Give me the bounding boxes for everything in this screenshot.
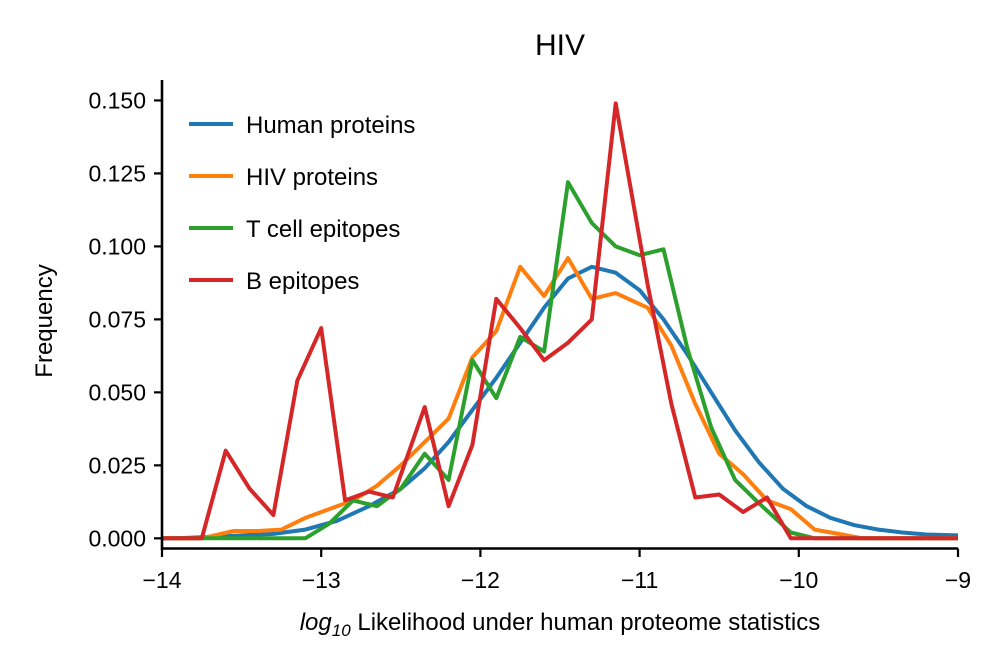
legend-label: T cell epitopes	[246, 216, 400, 243]
x-axis-label-subscript: 10	[332, 621, 351, 640]
series-line-2	[162, 256, 958, 541]
y-tick-label: 0.025	[88, 452, 146, 478]
legend-label: Human proteins	[246, 112, 415, 139]
chart-title: HIV	[535, 29, 585, 62]
x-axis-label-text: Likelihood under human proteome statisti…	[351, 609, 821, 636]
x-tick-label: −10	[779, 567, 818, 593]
y-axis-ticks: 0.000 0.025 0.050 0.075 0.100 0.125 0.150	[88, 87, 162, 551]
x-tick-label: −11	[621, 567, 658, 593]
series-line-4	[162, 101, 958, 541]
x-tick-label: −9	[945, 567, 971, 593]
legend-item: HIV proteins	[189, 164, 378, 191]
x-tick-label: −13	[302, 567, 341, 593]
y-tick-label: 0.000	[88, 525, 146, 551]
legend-item: T cell epitopes	[189, 216, 400, 243]
y-tick-label: 0.100	[88, 233, 146, 259]
y-axis-label: Frequency	[31, 264, 58, 377]
series-line-1	[162, 264, 959, 541]
x-tick-label: −12	[461, 567, 500, 593]
legend-item: B epitopes	[189, 268, 359, 295]
y-tick-label: 0.150	[88, 87, 146, 113]
legend-label: HIV proteins	[246, 164, 378, 191]
y-tick-label: 0.050	[88, 379, 146, 405]
plot-area	[162, 101, 959, 541]
x-axis-ticks: −14 −13 −12 −11 −10 −9	[142, 548, 971, 593]
x-tick-label: −14	[142, 567, 181, 593]
y-tick-label: 0.125	[88, 160, 146, 186]
y-tick-label: 0.075	[88, 306, 146, 332]
x-axis-label-math: log	[300, 609, 333, 636]
legend-item: Human proteins	[189, 112, 415, 139]
x-axis-label: log10 Likelihood under human proteome st…	[300, 609, 821, 640]
legend: Human proteins HIV proteins T cell epitope…	[189, 112, 415, 295]
series-line-3	[162, 180, 958, 541]
legend-label: B epitopes	[246, 268, 359, 295]
